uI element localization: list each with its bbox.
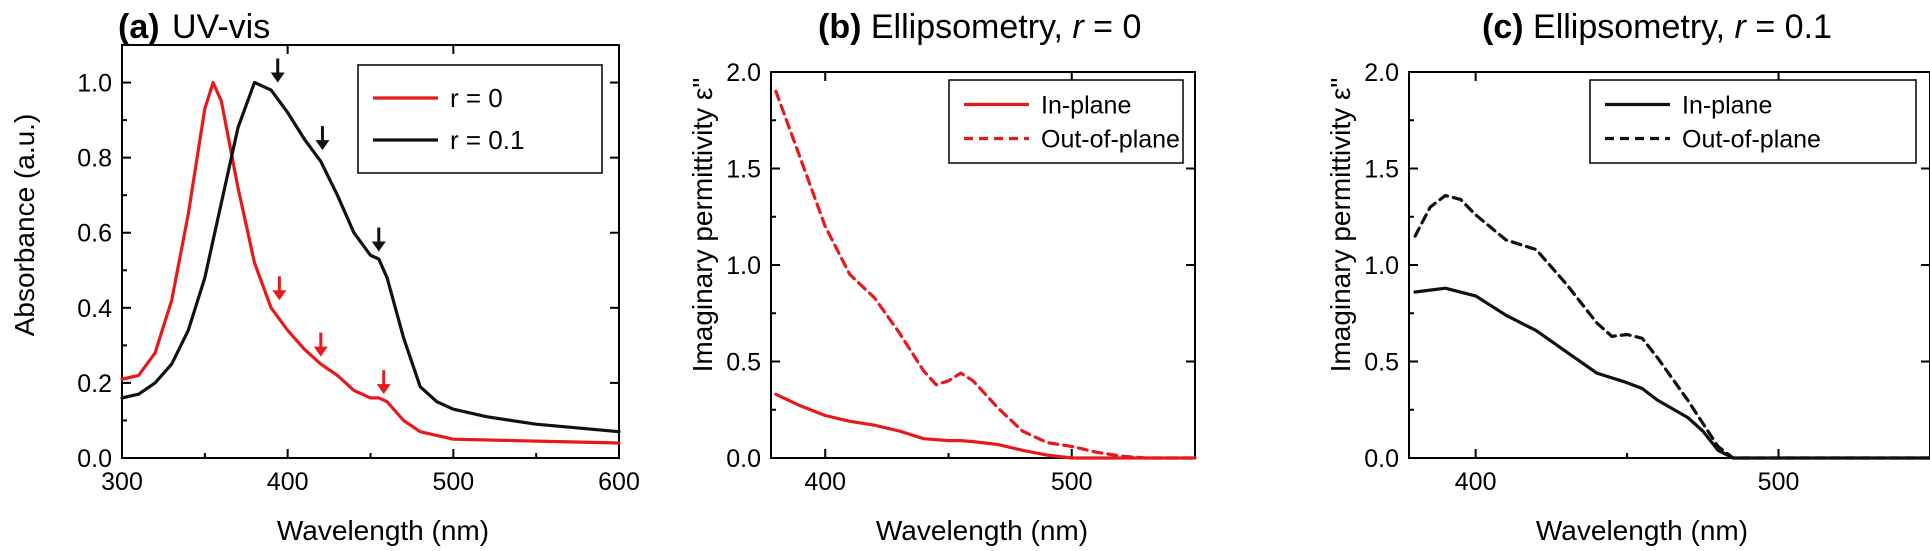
y-tick-label: 1.5 xyxy=(726,156,761,184)
y-tick-label: 2.0 xyxy=(1364,59,1399,87)
arrow-head xyxy=(371,241,386,252)
x-axis-label: Wavelength (nm) xyxy=(277,515,489,546)
legend-label: r = 0 xyxy=(450,83,503,113)
y-tick-label: 1.0 xyxy=(726,252,761,280)
peak-arrow xyxy=(272,276,287,301)
y-tick-label: 0.5 xyxy=(726,349,761,377)
legend-label: Out-of-plane xyxy=(1682,126,1821,154)
arrow-head xyxy=(315,140,330,151)
x-tick-label: 400 xyxy=(804,468,846,496)
y-tick-label: 1.0 xyxy=(1364,252,1399,280)
legend-box xyxy=(948,79,1184,164)
title-suffix: = 0 xyxy=(1084,8,1142,46)
x-tick-label: 500 xyxy=(432,468,474,496)
y-axis-label: Absorbance (a.u.) xyxy=(9,114,40,337)
panel-ellipsometry-r01: (c) Ellipsometry, r = 0.1 Imaginary perm… xyxy=(1325,8,1930,546)
arrow-head xyxy=(270,72,285,83)
peak-arrow xyxy=(376,370,391,395)
y-tick-label: 0.5 xyxy=(1364,349,1399,377)
axis-ticks xyxy=(121,45,620,459)
peak-arrow xyxy=(270,58,285,83)
x-tick-label: 500 xyxy=(1051,468,1093,496)
y-tick-labels: 0.0 0.5 1.0 1.5 2.0 xyxy=(726,59,761,473)
series-line xyxy=(1413,193,1930,460)
legend: r = 0 r = 0.1 xyxy=(357,64,603,174)
y-tick-labels: 0.0 0.5 1.0 1.5 2.0 xyxy=(1364,59,1399,473)
y-axis-label: Imaginary permittivity ε" xyxy=(1325,78,1356,373)
peak-arrow xyxy=(313,332,328,357)
legend-box xyxy=(357,64,603,174)
x-tick-label: 300 xyxy=(101,468,143,496)
panel-title: (b) Ellipsometry, r = 0 xyxy=(818,8,1141,46)
x-tick-labels: 400 500 xyxy=(1455,468,1800,496)
arrow-head xyxy=(376,384,391,395)
legend-label: In-plane xyxy=(1682,92,1772,120)
series-line xyxy=(774,89,1197,460)
legend: In-plane Out-of-plane xyxy=(948,79,1184,164)
y-tick-labels: 0.0 0.2 0.4 0.6 0.8 1.0 xyxy=(77,70,112,473)
y-axis-label: Imaginary permittivity ε" xyxy=(687,78,718,373)
y-tick-label: 0.2 xyxy=(77,370,112,398)
title-variable: r xyxy=(1735,8,1748,46)
y-tick-label: 1.5 xyxy=(1364,156,1399,184)
legend-label: r = 0.1 xyxy=(450,125,524,155)
arrow-head xyxy=(313,346,328,357)
panel-title: (c) Ellipsometry, r = 0.1 xyxy=(1482,8,1832,46)
x-axis-label: Wavelength (nm) xyxy=(1536,515,1748,546)
x-tick-label: 600 xyxy=(598,468,640,496)
series-layer xyxy=(774,89,1197,460)
arrow-head xyxy=(272,290,287,301)
panel-label: (b) xyxy=(818,8,861,46)
x-tick-label: 400 xyxy=(267,468,309,496)
title-prefix: Ellipsometry, xyxy=(871,8,1073,46)
x-axis-label: Wavelength (nm) xyxy=(876,515,1088,546)
panel-label: (c) xyxy=(1482,8,1524,46)
series-layer xyxy=(120,80,621,445)
series-line xyxy=(774,392,1197,460)
y-tick-label: 0.0 xyxy=(77,445,112,473)
series-line xyxy=(120,80,621,434)
series-line xyxy=(120,80,621,445)
y-tick-label: 0.0 xyxy=(1364,445,1399,473)
legend: In-plane Out-of-plane xyxy=(1589,79,1917,164)
title-variable: r xyxy=(1072,8,1085,46)
panel-ellipsometry-r0: (b) Ellipsometry, r = 0 Imaginary permit… xyxy=(687,8,1197,546)
y-tick-label: 0.8 xyxy=(77,145,112,173)
panel-label: (a) xyxy=(118,8,160,46)
y-tick-label: 0.6 xyxy=(77,220,112,248)
y-tick-label: 2.0 xyxy=(726,59,761,87)
legend-label: Out-of-plane xyxy=(1041,126,1180,154)
peak-arrow xyxy=(371,227,386,252)
title-suffix: = 0.1 xyxy=(1746,8,1832,46)
peak-arrows xyxy=(270,58,391,395)
y-tick-label: 1.0 xyxy=(77,70,112,98)
x-tick-labels: 400 500 xyxy=(804,468,1092,496)
legend-box xyxy=(1589,79,1917,164)
peak-arrow xyxy=(315,126,330,151)
series-line xyxy=(1413,286,1930,460)
legend-label: In-plane xyxy=(1041,92,1131,120)
y-tick-label: 0.4 xyxy=(77,295,112,323)
title-prefix: Ellipsometry, xyxy=(1533,8,1735,46)
y-tick-label: 0.0 xyxy=(726,445,761,473)
panel-title: UV-vis xyxy=(172,8,270,46)
series-layer xyxy=(1413,193,1930,460)
x-tick-label: 400 xyxy=(1455,468,1497,496)
x-tick-labels: 300 400 500 600 xyxy=(101,468,640,496)
panel-uv-vis: (a) UV-vis Absorbance (a.u.) Wavelength … xyxy=(9,8,640,546)
x-tick-label: 500 xyxy=(1758,468,1800,496)
